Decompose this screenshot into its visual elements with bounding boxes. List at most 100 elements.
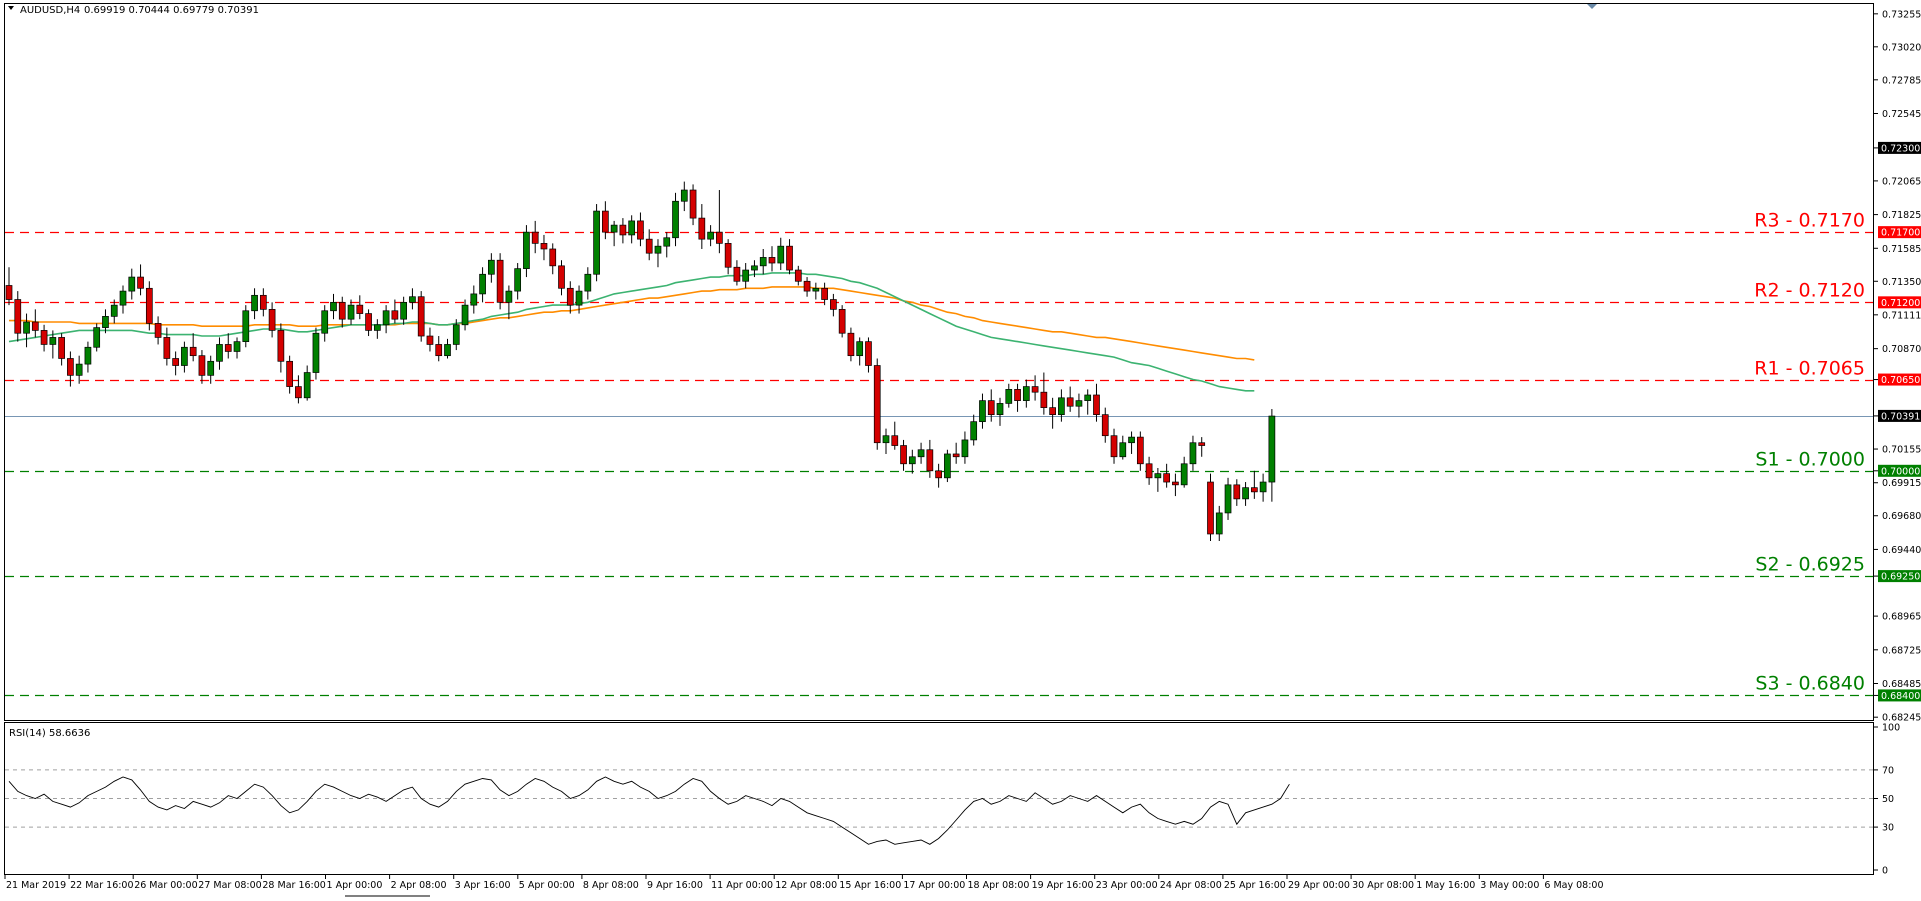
candle-body <box>1136 436 1144 465</box>
rsi-label: RSI(14) 58.6636 <box>9 728 90 739</box>
candle-body <box>172 358 179 366</box>
candle-body <box>812 287 820 292</box>
level-label-s1: S1 - 0.7000 <box>1755 449 1865 471</box>
candle-body <box>1014 389 1021 401</box>
price-tick-label: 0.68245 <box>1882 713 1921 724</box>
candle-body <box>961 439 969 458</box>
candle <box>338 296 346 328</box>
candle <box>1242 482 1249 506</box>
main-panel-border <box>4 3 1874 721</box>
price-tag-label: 0.72300 <box>1881 143 1920 154</box>
candle-body <box>1058 397 1065 415</box>
rsi-tick-label: 0 <box>1882 866 1888 877</box>
price-tick-label: 0.72065 <box>1882 176 1921 187</box>
candle <box>137 264 144 296</box>
candle <box>786 239 793 275</box>
candle <box>1207 473 1214 541</box>
candle-body <box>31 321 39 331</box>
price-tag-label: 0.70391 <box>1881 411 1920 422</box>
price-tag: 0.70650 <box>1878 373 1921 386</box>
candle-body <box>5 285 13 300</box>
price-tag-label: 0.70650 <box>1881 375 1920 386</box>
candle <box>435 336 443 362</box>
time-tick-label: 26 Mar 00:00 <box>134 880 197 891</box>
candle-body <box>154 323 162 338</box>
candle-body <box>873 365 881 444</box>
candle <box>602 201 609 240</box>
candle <box>724 239 732 275</box>
price-tag: 0.71700 <box>1878 226 1921 239</box>
candle-body <box>672 200 679 239</box>
candle-body <box>751 265 758 271</box>
price-tick-label: 0.71350 <box>1882 277 1921 288</box>
candle-body <box>1031 386 1039 393</box>
scroll-marker-icon[interactable] <box>1587 4 1597 9</box>
candle-body <box>794 269 802 282</box>
candle-body <box>593 210 600 275</box>
candle-body <box>768 257 776 264</box>
time-axis: 21 Mar 2019 22 Mar 16:00 26 Mar 00:00 27 Ma… <box>4 875 1604 897</box>
candle-body <box>952 453 960 458</box>
price-tick-label: 0.69680 <box>1882 511 1921 522</box>
candle <box>1259 473 1267 502</box>
candle-body <box>549 248 557 267</box>
candle <box>672 192 679 247</box>
candle <box>145 281 153 331</box>
candle-body <box>663 237 671 247</box>
candle <box>426 327 434 352</box>
candle <box>1058 389 1065 422</box>
candle <box>1084 389 1092 415</box>
candle-body <box>49 337 57 345</box>
candle <box>1215 505 1223 541</box>
chevron-down-icon[interactable] <box>8 6 14 10</box>
candle-body <box>321 310 329 334</box>
candle <box>830 293 837 317</box>
candle-body <box>996 403 1004 415</box>
candle <box>5 267 13 306</box>
candle <box>961 431 969 464</box>
time-tick-label: 30 Apr 08:00 <box>1352 880 1414 891</box>
candle <box>566 281 574 314</box>
candle-body <box>417 296 425 337</box>
candle-body <box>145 287 153 324</box>
candle <box>154 316 162 345</box>
candle <box>1172 473 1179 497</box>
time-tick-label: 1 Apr 00:00 <box>327 880 383 891</box>
candle-body <box>163 337 171 359</box>
candle-body <box>1198 442 1206 446</box>
candle <box>768 246 776 272</box>
time-tick-label: 9 Apr 16:00 <box>647 880 703 891</box>
rsi-tick-label: 100 <box>1882 723 1900 734</box>
candle-body <box>637 220 644 240</box>
candle <box>444 338 451 359</box>
price-tag-label: 0.68400 <box>1881 691 1920 702</box>
candle-body <box>452 324 460 345</box>
candle-body <box>259 294 267 310</box>
moving-average-green <box>8 272 1255 392</box>
candle-body <box>531 231 539 244</box>
ohlc-label: 0.69919 0.70444 0.69779 0.70391 <box>84 5 259 16</box>
time-tick-label: 24 Apr 08:00 <box>1160 880 1222 891</box>
candle-body <box>891 435 899 446</box>
candle <box>321 305 329 342</box>
candle-body <box>610 224 618 233</box>
candle-body <box>821 287 828 300</box>
candle <box>409 288 416 310</box>
candle-body <box>110 304 118 317</box>
candle-body <box>1040 391 1048 408</box>
candle <box>891 421 899 450</box>
candle <box>303 365 311 401</box>
candle-body <box>830 299 837 310</box>
time-tick-label: 5 Apr 00:00 <box>519 880 575 891</box>
time-tick-label: 27 Mar 08:00 <box>198 880 261 891</box>
time-tick-label: 11 Apr 00:00 <box>711 880 773 891</box>
candle <box>400 296 407 325</box>
candle <box>391 299 399 324</box>
candle <box>382 305 390 334</box>
candle-body <box>970 421 978 441</box>
candle-body <box>330 301 337 312</box>
candle <box>970 414 978 446</box>
candle-body <box>707 231 714 240</box>
candle-body <box>1242 487 1249 500</box>
candle <box>207 355 215 384</box>
